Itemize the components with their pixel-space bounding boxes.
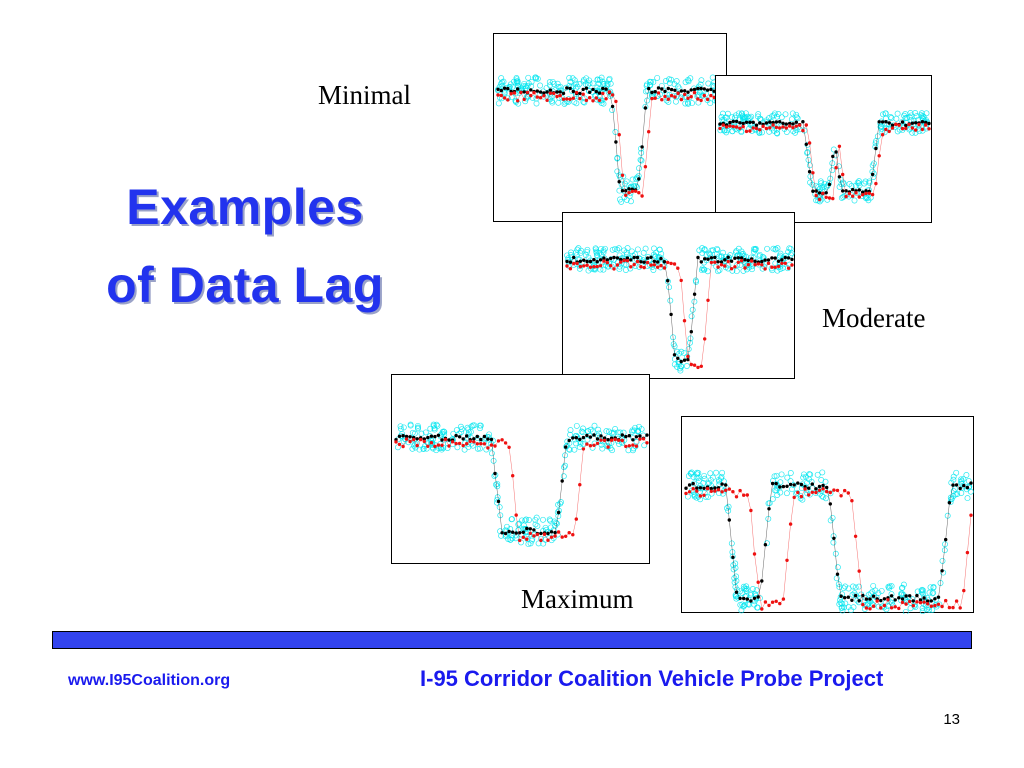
- footer-divider-bar: [52, 631, 972, 649]
- slide-title: Examples of Data Lag: [40, 168, 450, 324]
- chart-minimal-1: [493, 33, 727, 222]
- chart-minimal-2: [715, 75, 932, 223]
- chart-maximum-1: [391, 374, 650, 564]
- label-maximum: Maximum: [521, 584, 634, 614]
- footer-project-title: I-95 Corridor Coalition Vehicle Probe Pr…: [420, 666, 884, 691]
- chart-moderate: [562, 212, 795, 379]
- footer-url-link[interactable]: www.I95Coalition.org: [68, 672, 231, 689]
- title-line-2: of Data Lag: [106, 257, 384, 313]
- title-line-1: Examples: [126, 179, 364, 235]
- label-minimal: Minimal: [318, 80, 411, 110]
- chart-maximum-2: [681, 416, 974, 614]
- label-moderate: Moderate: [822, 303, 926, 333]
- slide-number: 13: [943, 711, 960, 728]
